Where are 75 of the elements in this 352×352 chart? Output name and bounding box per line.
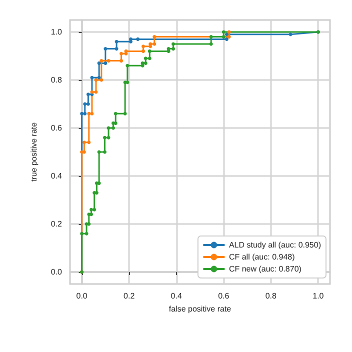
point [83, 102, 87, 106]
point [114, 112, 118, 116]
point [84, 232, 88, 236]
y-tick-label: 0.8 [50, 76, 63, 84]
point [103, 150, 106, 154]
point [100, 59, 104, 63]
point [152, 42, 156, 46]
point [90, 76, 94, 80]
point [126, 80, 130, 84]
point [126, 64, 130, 68]
point [144, 61, 148, 65]
x-tick-label: 0.0 [76, 292, 88, 300]
point [222, 35, 226, 39]
point [142, 49, 146, 53]
y-tick-label: 0.0 [50, 268, 63, 276]
point [104, 61, 108, 65]
point [148, 42, 152, 46]
point [114, 47, 118, 51]
point [92, 208, 96, 212]
y-tick-label: 0.4 [50, 172, 63, 180]
point [106, 136, 110, 140]
point [124, 49, 128, 53]
point [86, 102, 90, 106]
point [120, 59, 124, 63]
legend-label: CF new (auc: 0.870) [228, 264, 302, 274]
point [87, 140, 91, 144]
point [114, 40, 118, 44]
point [224, 32, 228, 36]
point [82, 140, 86, 144]
point [123, 112, 127, 116]
point [288, 32, 292, 36]
x-tick-label: 0.4 [170, 292, 182, 300]
point [222, 30, 226, 34]
point [112, 126, 116, 130]
point [90, 208, 94, 212]
x-tick-label: 0.2 [124, 292, 136, 300]
point [120, 52, 124, 56]
point [104, 47, 108, 51]
point [86, 92, 90, 96]
x-tick-label: 0.8 [265, 292, 278, 300]
x-tick-label: 0.6 [218, 292, 230, 300]
point [90, 212, 94, 216]
y-axis-title: true positive rate [30, 122, 38, 182]
x-tick-label: 1.0 [312, 292, 324, 300]
point [140, 61, 144, 65]
point [152, 35, 156, 39]
point [90, 112, 94, 116]
point [148, 49, 152, 53]
y-tick-label: 1.0 [50, 28, 63, 36]
point [209, 42, 213, 46]
point [106, 59, 110, 63]
y-tick-label: 0.2 [50, 220, 63, 228]
point [172, 47, 176, 51]
point [87, 222, 91, 226]
point [136, 37, 140, 41]
point [103, 136, 106, 140]
legend-label: CF all (auc: 0.948) [228, 252, 296, 262]
point [97, 61, 101, 65]
point [144, 56, 148, 60]
x-axis-title: false positive rate [168, 304, 232, 314]
point [209, 35, 213, 39]
point [224, 37, 228, 41]
point [97, 181, 101, 185]
point [80, 112, 84, 116]
point [227, 35, 231, 39]
point [97, 76, 101, 80]
legend-label: ALD study all (auc: 0.950) [228, 240, 322, 250]
point [87, 112, 91, 116]
point [148, 56, 152, 60]
point [142, 44, 146, 48]
point [172, 42, 176, 46]
point [129, 37, 132, 41]
point [80, 232, 84, 236]
point [83, 112, 87, 116]
y-tick-label: 0.6 [50, 124, 63, 132]
